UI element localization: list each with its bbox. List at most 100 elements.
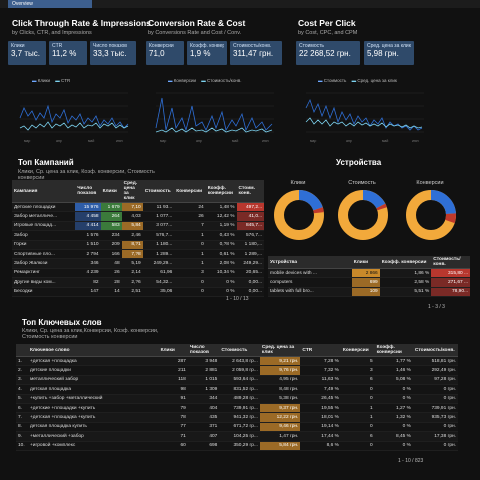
keyword-cell: 7,49 %: [300, 384, 341, 395]
campaign-row[interactable]: Другие виды ком... 82 28 2,?6 54,32... 0 0 % 0,…: [12, 277, 264, 288]
donut-clicks-computers: [274, 190, 324, 240]
col-device-conv-rate[interactable]: Коэфф. конверсии: [379, 256, 432, 269]
campaign-cell: 2,14: [121, 268, 143, 279]
campaign-row[interactable]: Горки 1 510 209 8,?1 1 180... 0 0,?8 % 1 180,..…: [12, 240, 264, 250]
col-device[interactable]: Устройства: [268, 256, 352, 269]
col-campaign[interactable]: Кампания: [12, 180, 76, 203]
keywords-header-row: Ключевое слово Клики Число показов Стоим…: [16, 344, 458, 357]
campaign-cell: 497,2...: [236, 202, 264, 213]
col-kw-conversions[interactable]: Конверсии: [340, 344, 375, 357]
keyword-cell: 5.: [16, 394, 28, 404]
kpi-cost: Стоимость 22 268,52 грн.: [296, 41, 360, 65]
svg-text:апр: апр: [346, 139, 352, 143]
kpi-ctr: CTR 11,2 %: [49, 41, 87, 65]
col-kw-impressions[interactable]: Число показов: [187, 344, 220, 357]
col-kw-conv-rate[interactable]: Коэфф. конверсии: [374, 344, 413, 357]
col-device-clicks[interactable]: Клики: [351, 256, 380, 269]
col-conv-rate[interactable]: Коэфф. конверсии: [205, 180, 237, 203]
kpi-clicks: Клики 3,7 тыс.: [8, 41, 46, 65]
campaign-row[interactable]: Забор металличе... 4 458 264 4,03 1 077... 26…: [12, 211, 264, 222]
device-cell: 2,58 %: [379, 277, 432, 288]
device-cell: 78,90...: [431, 287, 470, 298]
keyword-cell: 0 %: [374, 441, 413, 451]
keywords-pager[interactable]: 1 - 10 / 823: [398, 458, 424, 464]
conv-chart-svg: мар апр май июн: [155, 92, 274, 143]
campaign-row[interactable]: Детские площадки 15 976 1 679 7,10 11 93... 2…: [12, 202, 264, 213]
keyword-row[interactable]: 4. детская площадка 98 1 309 831,52 гр... 8,4…: [16, 384, 458, 395]
keyword-cell: 404: [187, 403, 220, 414]
campaign-cell: 26: [100, 268, 122, 279]
keyword-row[interactable]: 8. детская площадка купить 77 371 671,72 гр.…: [16, 422, 458, 433]
col-impressions[interactable]: Число показов: [75, 180, 101, 203]
col-conversions[interactable]: Конверсии: [174, 180, 206, 203]
donut-cost: [338, 190, 388, 240]
campaign-cell: 24: [174, 202, 206, 213]
keyword-cell: 11,63 %: [300, 375, 341, 386]
campaign-cell: 0,00...: [236, 287, 264, 297]
keyword-cell: 935,73 грн.: [412, 412, 458, 423]
keyword-cell: 12,22 грн.: [259, 412, 301, 423]
conv-section-subtitle: by Conversions Rate and Cost / Conv.: [148, 30, 242, 36]
svg-text:май: май: [88, 139, 94, 143]
campaign-cell: 0 %: [205, 287, 237, 297]
col-kw-cost[interactable]: Стоимость: [219, 344, 260, 357]
campaign-cell: 20,65...: [236, 268, 264, 279]
keyword-row[interactable]: 3. металлический забор 118 1 015 593,64 гр..…: [16, 375, 458, 386]
col-kw-ctr[interactable]: CTR: [300, 344, 341, 357]
campaign-cell: 209: [100, 240, 122, 250]
campaign-cell: 14: [100, 287, 122, 297]
campaign-row[interactable]: Игровые площад... 4 414 583 5,84 3 077... 7 1,…: [12, 221, 264, 232]
col-keyword[interactable]: Ключевое слово: [28, 344, 159, 357]
campaign-row[interactable]: Ремарктинг 4 239 26 2,14 61,96 3 10,34 % 20,65.…: [12, 268, 264, 279]
campaign-row[interactable]: Забор 1 576 234 2,46 576,7... 1 0,43 % 576,7...: [12, 230, 264, 241]
conv-chart-legend: ▬ Конверсии ▬ Стоимость/конв.: [168, 78, 242, 83]
col-kw-clicks[interactable]: Клики: [158, 344, 188, 357]
keyword-row[interactable]: 6. +детские +площадки +купить 79 404 739,91 …: [16, 403, 458, 414]
keyword-row[interactable]: 2. детские площадки 211 2 881 2 059,8 гр... 9…: [16, 365, 458, 376]
keyword-cell: 0: [340, 441, 375, 451]
campaign-row[interactable]: Бесодки 147 14 2,51 35,06 0 0 % 0,00...: [12, 287, 264, 297]
campaign-cell: 1: [174, 258, 206, 269]
keyword-cell: 1 309: [187, 384, 220, 395]
campaign-cell: 3: [174, 268, 206, 279]
svg-text:июн: июн: [412, 139, 419, 143]
campaigns-pager[interactable]: 1 - 10 / 13: [226, 296, 249, 302]
keyword-row[interactable]: 1. +детская +площадка 287 3 948 2 643,8 гр..…: [16, 356, 458, 367]
campaign-cell: Спортивные пло...: [12, 249, 76, 260]
keyword-row[interactable]: 10. +игровой +комплекс 60 698 350,29 гр... 5,…: [16, 441, 458, 451]
campaign-cell: 7: [174, 221, 206, 232]
campaign-cell: 2 794: [75, 249, 101, 260]
keyword-cell: 1,47 грн.: [259, 431, 301, 442]
col-kw-avg-cpc[interactable]: Сред. цена за клик: [259, 344, 301, 357]
keyword-row[interactable]: 9. +металлический +забор 71 407 104,25 гр...…: [16, 431, 458, 442]
campaign-row[interactable]: Забор Жалюзи 346 48 5,19 249,29... 1 2,08 % 249…: [12, 258, 264, 269]
keyword-cell: +детская +площадка +купить: [28, 412, 159, 423]
device-cell: mobile devices with ...: [268, 268, 352, 279]
device-row[interactable]: tablets with full bro... 109 5,51 % 78,90..…: [268, 287, 470, 298]
devices-pager[interactable]: 1 - 3 / 3: [428, 304, 445, 310]
campaign-cell: 346: [75, 258, 101, 269]
col-device-cost-per-conv[interactable]: Стоимость/конв.: [431, 256, 470, 269]
col-kw-cost-per-conv[interactable]: Стоимость/конв.: [412, 344, 458, 357]
col-cost[interactable]: Стоимость: [142, 180, 175, 203]
keyword-cell: 5,84 грн.: [259, 441, 301, 451]
device-row[interactable]: mobile devices with ... 2 866 1,86 % 315,80…: [268, 268, 470, 279]
keyword-cell: 0 грн.: [412, 394, 458, 404]
ctr-chart-legend: ▬ Клики ▬ CTR: [32, 78, 71, 83]
svg-text:апр: апр: [196, 139, 202, 143]
col-avg-cpc[interactable]: Сред. цена за клик: [121, 180, 143, 203]
keyword-row[interactable]: 5. +купить +забор +металлический 91 344 489,…: [16, 394, 458, 404]
keyword-cell: 6.: [16, 403, 28, 414]
keyword-row[interactable]: 7. +детская +площадка +купить 78 435 941,32 …: [16, 412, 458, 423]
keyword-cell: 698: [187, 441, 220, 451]
keyword-cell: 287: [158, 356, 188, 367]
col-clicks[interactable]: Клики: [100, 180, 122, 203]
campaign-cell: Игровые площад...: [12, 221, 76, 232]
campaign-cell: Забор: [12, 230, 76, 241]
col-cost-per-conv[interactable]: Стоим. конв.: [236, 180, 264, 203]
donut-label-conversions: Конверсии: [416, 180, 444, 186]
device-row[interactable]: computers 699 2,58 % 271,67 ...: [268, 277, 470, 288]
keyword-cell: 593,64 гр...: [219, 375, 260, 386]
tab-overview[interactable]: Overview: [8, 0, 92, 8]
campaign-row[interactable]: Спортивные пло... 2 794 166 7,?8 1 289... 1 0,…: [12, 249, 264, 260]
